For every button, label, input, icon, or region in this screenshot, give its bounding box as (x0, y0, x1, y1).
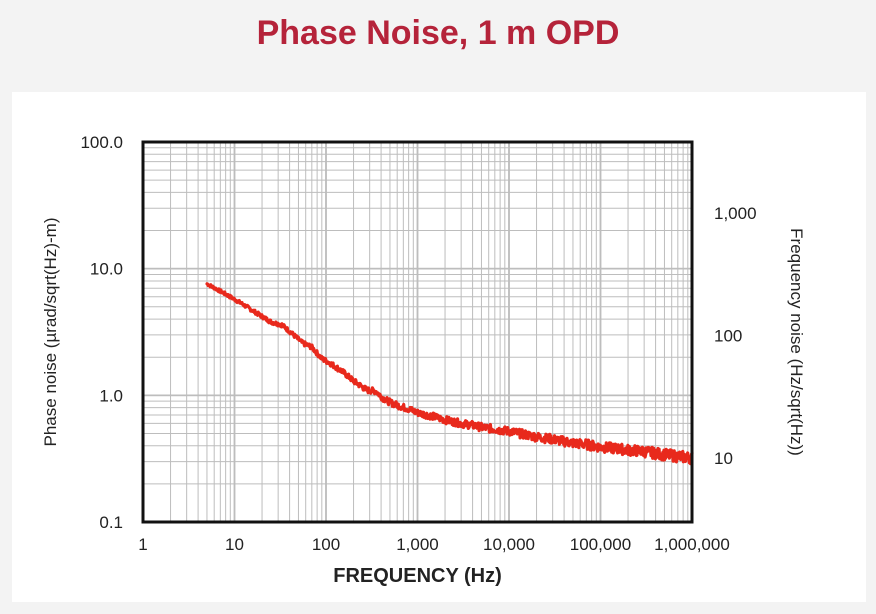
series-line-phase-noise (205, 282, 694, 466)
x-tick-label: 10,000 (483, 535, 535, 554)
y2-axis-label: Frequency noise (Hz/sqrt(Hz)) (787, 228, 806, 456)
y-tick-label: 1.0 (99, 386, 123, 405)
chart-panel: 1 10 100 1,000 10,000 100,000 1,000,000 0.1 1.0… (12, 92, 866, 602)
y-axis-label: Phase noise (µrad/sqrt(Hz)-m) (41, 218, 60, 447)
x-tick-labels: 1 10 100 1,000 10,000 100,000 1,000,000 (138, 535, 730, 554)
x-tick-label: 1,000 (396, 535, 439, 554)
x-tick-label: 10 (225, 535, 244, 554)
x-tick-label: 100 (312, 535, 340, 554)
y2-tick-label: 1,000 (714, 204, 757, 223)
y-tick-label: 0.1 (99, 513, 123, 532)
y-tick-labels: 0.1 1.0 10.0 100.0 (80, 133, 123, 532)
y-tick-label: 100.0 (80, 133, 123, 152)
x-tick-label: 1 (138, 535, 147, 554)
chart-title: Phase Noise, 1 m OPD (256, 14, 620, 52)
y-tick-label: 10.0 (90, 260, 123, 279)
y2-tick-label: 100 (714, 326, 742, 345)
x-tick-label: 100,000 (570, 535, 631, 554)
plot-frame (141, 140, 694, 524)
x-tick-label: 1,000,000 (654, 535, 730, 554)
grid-lines (142, 141, 693, 523)
x-axis-label: FREQUENCY (Hz) (333, 565, 502, 587)
y2-tick-label: 10 (714, 449, 733, 468)
phase-noise-chart: 1 10 100 1,000 10,000 100,000 1,000,000 0.1 1.0… (41, 133, 806, 587)
y2-tick-labels: 10 100 1,000 (714, 204, 757, 468)
